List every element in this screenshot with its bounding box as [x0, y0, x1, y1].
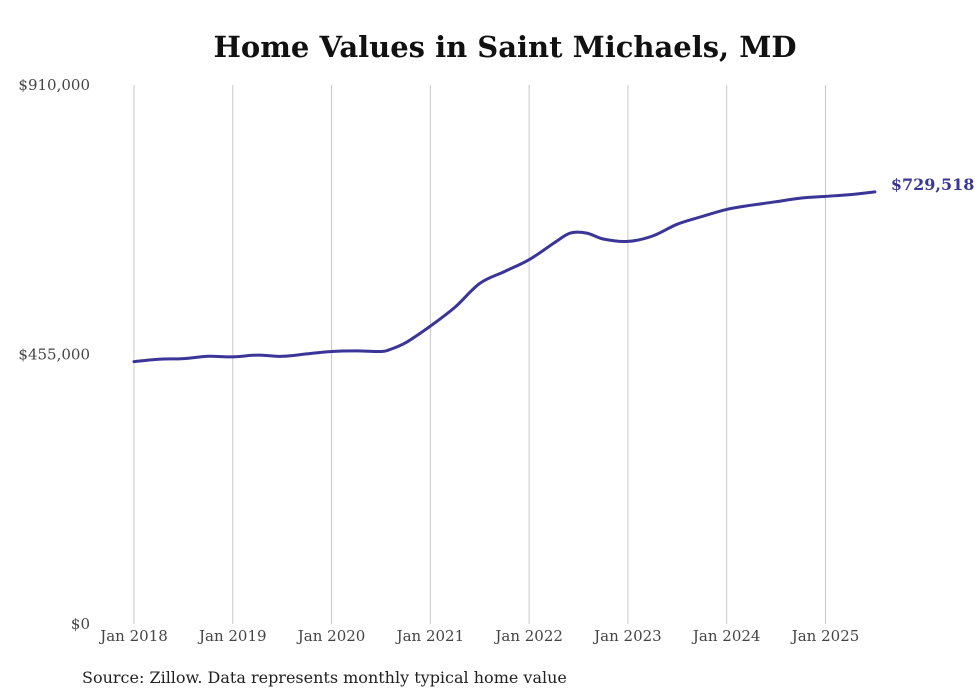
- x-tick-label: Jan 2025: [790, 627, 860, 645]
- y-axis-ticks: $0 $455,000 $910,000: [18, 76, 90, 633]
- y-tick-label: $0: [71, 615, 90, 633]
- end-label-group: $729,518: [891, 175, 975, 194]
- x-tick-label: Jan 2024: [691, 627, 761, 645]
- source-note: Source: Zillow. Data represents monthly …: [82, 668, 567, 687]
- x-tick-label: Jan 2021: [395, 627, 465, 645]
- x-axis-ticks: Jan 2018 Jan 2019 Jan 2020 Jan 2021 Jan 2022…: [98, 627, 859, 645]
- x-tick-label: Jan 2018: [98, 627, 168, 645]
- home-value-series-line: [132, 190, 877, 364]
- x-tick-label: Jan 2020: [296, 627, 366, 645]
- gridlines: [133, 85, 826, 624]
- chart-title: Home Values in Saint Michaels, MD: [213, 30, 797, 64]
- x-tick-label: Jan 2019: [197, 627, 267, 645]
- x-tick-label: Jan 2023: [592, 627, 662, 645]
- y-tick-label: $455,000: [18, 346, 90, 364]
- y-tick-label: $910,000: [18, 76, 90, 94]
- x-tick-label: Jan 2022: [493, 627, 563, 645]
- end-value-label: $729,518: [891, 175, 975, 194]
- series-line-group: [132, 190, 877, 364]
